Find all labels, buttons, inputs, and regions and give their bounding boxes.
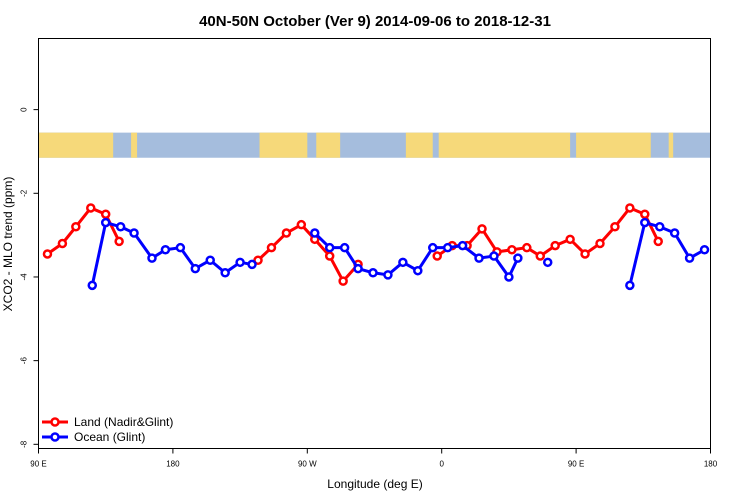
data-point [160, 245, 171, 255]
y-tick-label: -6 [20, 357, 29, 365]
data-point [247, 259, 257, 270]
data-point [129, 228, 139, 238]
data-point [86, 203, 96, 213]
data-point [580, 249, 590, 259]
data-point [324, 242, 335, 253]
data-point [535, 251, 546, 261]
data-point [610, 222, 620, 232]
y-tick-label: 0 [20, 107, 29, 112]
data-point [489, 251, 499, 261]
series-line [628, 221, 706, 286]
data-point [71, 222, 81, 232]
y-axis: 0 -2 -4 -6 -8 [20, 107, 39, 448]
data-point [338, 276, 348, 286]
legend-label: Ocean (Glint) [74, 430, 145, 444]
data-point [595, 238, 605, 249]
data-point [654, 222, 665, 232]
data-point [175, 242, 186, 253]
data-point [147, 253, 157, 263]
y-tick-label: -2 [20, 189, 29, 197]
data-point [640, 217, 650, 228]
y-axis-label: XCO2 - MLO trend (ppm) [1, 177, 15, 312]
data-point [625, 280, 635, 291]
x-tick-label: 180 [704, 460, 718, 469]
data-point [413, 265, 423, 276]
series-layer [42, 203, 710, 291]
x-tick-label: 180 [166, 460, 180, 469]
legend: Land (Nadir&Glint)Ocean (Glint) [42, 415, 173, 444]
legend-marker [50, 417, 60, 427]
data-point [625, 203, 635, 213]
map-land [259, 132, 308, 158]
data-point [114, 236, 124, 247]
data-point [522, 242, 532, 253]
y-tick-label: -8 [20, 440, 29, 448]
data-point [220, 268, 230, 278]
data-point [353, 263, 363, 274]
data-point [253, 255, 263, 265]
legend-label: Land (Nadir&Glint) [74, 415, 173, 429]
plot-frame [38, 38, 711, 449]
map-land [316, 132, 341, 158]
series-line [256, 223, 360, 283]
data-point [640, 209, 650, 219]
data-point [432, 251, 442, 261]
data-point [87, 280, 98, 291]
x-tick-label: 90 W [298, 460, 317, 469]
chart-title: 40N-50N October (Ver 9) 2014-09-06 to 20… [199, 13, 551, 30]
data-point [653, 236, 663, 247]
data-point [699, 245, 710, 255]
data-point [442, 242, 453, 253]
legend-marker [50, 432, 60, 442]
data-point [507, 245, 517, 255]
data-point [115, 222, 126, 232]
data-point [684, 253, 695, 263]
world-map-band [38, 132, 711, 158]
data-point [324, 251, 335, 261]
data-point [235, 257, 245, 268]
x-tick-label: 0 [439, 460, 444, 469]
series-line [436, 206, 660, 258]
data-point [669, 228, 680, 238]
map-land [38, 132, 114, 158]
data-point [427, 242, 438, 253]
data-point [310, 228, 320, 238]
data-point [565, 234, 575, 245]
data-point [42, 249, 53, 259]
map-land [438, 132, 571, 158]
x-tick-label: 90 E [568, 460, 584, 469]
data-point [100, 209, 111, 219]
map-land [131, 132, 138, 158]
data-point [383, 270, 393, 280]
data-point [281, 228, 292, 238]
data-point [398, 257, 408, 268]
data-point [266, 242, 277, 253]
data-point [513, 253, 523, 263]
x-axis: 90 E 180 90 W 0 90 E 180 [30, 448, 718, 469]
data-point [100, 217, 111, 228]
map-land [668, 132, 674, 158]
data-point [457, 240, 468, 251]
y-tick-label: -4 [20, 273, 29, 281]
map-land [405, 132, 433, 158]
data-point [474, 253, 484, 263]
data-point [368, 268, 378, 278]
series-ocean [87, 217, 710, 291]
data-point [205, 255, 215, 265]
data-point [339, 242, 350, 253]
data-point [296, 219, 307, 230]
data-point [477, 224, 487, 234]
series-land [42, 203, 663, 286]
data-point [542, 257, 553, 268]
map-land [576, 132, 651, 158]
data-point [190, 263, 201, 274]
data-point [57, 238, 68, 249]
x-tick-label: 90 E [30, 460, 46, 469]
x-axis-label: Longitude (deg E) [327, 477, 422, 491]
data-point [504, 272, 514, 282]
data-point [550, 240, 560, 251]
